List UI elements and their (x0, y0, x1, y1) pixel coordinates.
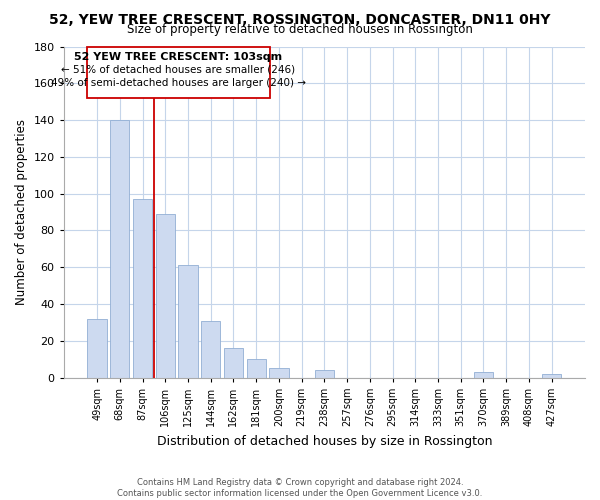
Bar (110, 120, 130, 378)
Text: 52, YEW TREE CRESCENT, ROSSINGTON, DONCASTER, DN11 0HY: 52, YEW TREE CRESCENT, ROSSINGTON, DONCA… (49, 12, 551, 26)
Bar (224, 348, 243, 378)
X-axis label: Distribution of detached houses by size in Rossington: Distribution of detached houses by size … (157, 434, 492, 448)
Bar (201, 320, 220, 378)
Bar (314, 370, 334, 378)
Bar (269, 368, 289, 378)
Bar (178, 266, 197, 378)
Bar (474, 372, 493, 378)
Text: Contains HM Land Registry data © Crown copyright and database right 2024.
Contai: Contains HM Land Registry data © Crown c… (118, 478, 482, 498)
Bar (88, 319, 107, 378)
Text: 52 YEW TREE CRESCENT: 103sqm: 52 YEW TREE CRESCENT: 103sqm (74, 52, 283, 62)
Bar (155, 214, 175, 378)
Text: Size of property relative to detached houses in Rossington: Size of property relative to detached ho… (127, 22, 473, 36)
Text: ← 51% of detached houses are smaller (246): ← 51% of detached houses are smaller (24… (61, 65, 295, 75)
Bar (133, 199, 152, 378)
Bar (542, 374, 562, 378)
Bar (87, 48, 270, 98)
Y-axis label: Number of detached properties: Number of detached properties (15, 119, 28, 305)
Bar (247, 359, 266, 378)
Text: 49% of semi-detached houses are larger (240) →: 49% of semi-detached houses are larger (… (51, 78, 306, 88)
